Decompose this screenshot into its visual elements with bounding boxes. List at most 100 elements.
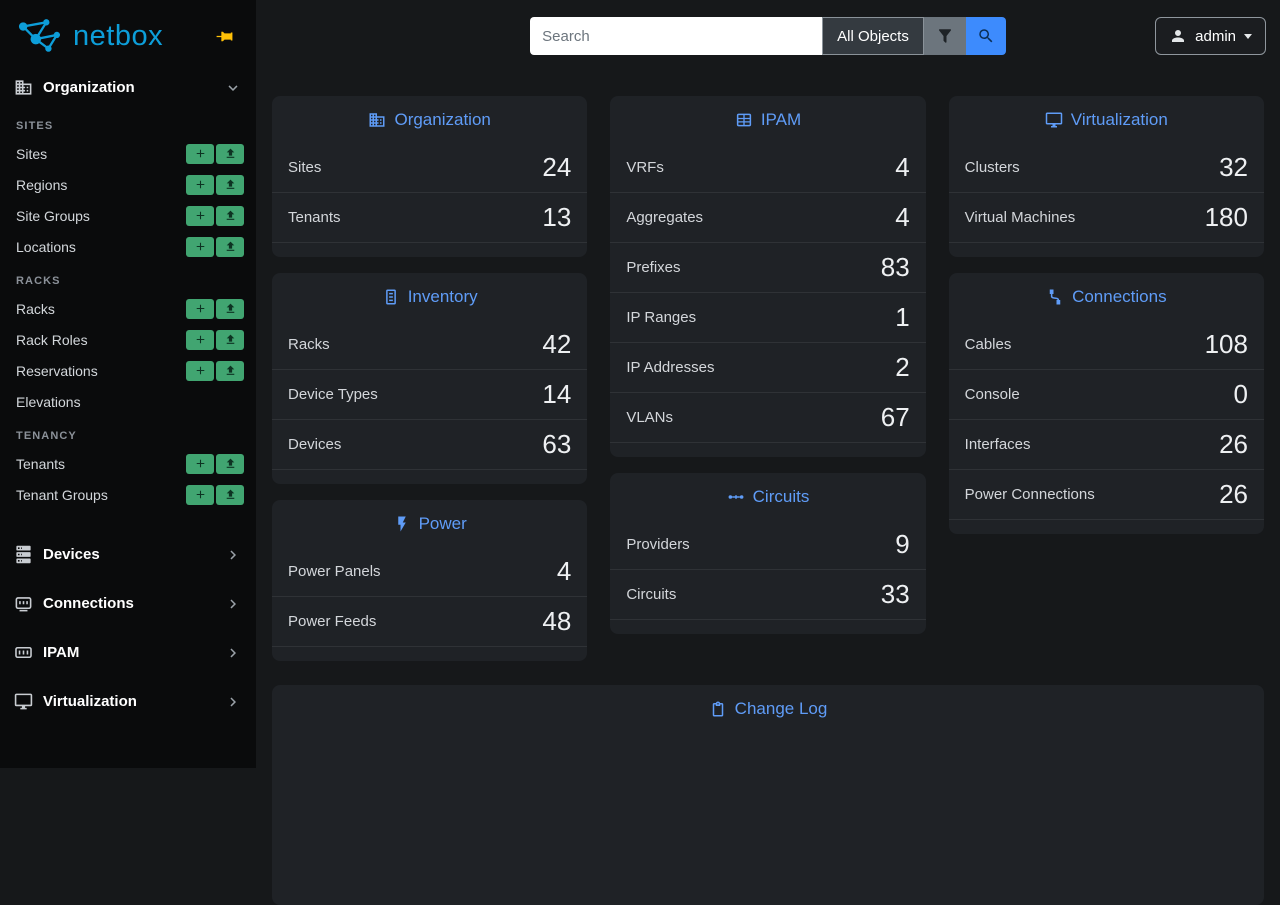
caret-down-icon: [1244, 33, 1252, 39]
brand-name: netbox: [73, 19, 164, 52]
card-virtualization-header[interactable]: Virtualization: [949, 96, 1264, 143]
card-circuits: Circuits Providers 9 Circuits 33: [610, 473, 926, 634]
virtualization-icon: [14, 692, 33, 711]
card-change-log: Change Log: [272, 685, 1264, 905]
search-button[interactable]: [965, 17, 1006, 55]
stat-row-prefixes[interactable]: Prefixes 83: [610, 243, 926, 293]
sidebar-item-devices[interactable]: Devices: [0, 530, 256, 579]
card-ipam: IPAM VRFs 4 Aggregates 4 Prefixes 83: [610, 96, 926, 457]
stat-row-vrfs[interactable]: VRFs 4: [610, 143, 926, 193]
stat-row-providers[interactable]: Providers 9: [610, 520, 926, 570]
card-title: Power: [418, 514, 467, 533]
netbox-logo-icon: [14, 16, 66, 56]
card-ipam-header[interactable]: IPAM: [610, 96, 925, 143]
tenant-groups-import-button[interactable]: [216, 484, 244, 505]
sidebar-item-tenant-groups[interactable]: Tenant Groups: [0, 479, 256, 510]
stat-row-sites[interactable]: Sites 24: [272, 143, 588, 193]
tenant-groups-add-button[interactable]: [186, 484, 214, 505]
stat-row-devices[interactable]: Devices 63: [272, 420, 588, 470]
sidebar-item-ipam[interactable]: IPAM: [0, 628, 256, 677]
card-organization-header[interactable]: Organization: [272, 96, 587, 143]
stat-row-clusters[interactable]: Clusters 32: [948, 143, 1264, 193]
card-title: Inventory: [407, 287, 478, 306]
sidebar: netbox Organization SITES Sites Regions: [0, 0, 256, 768]
sidebar-item-connections[interactable]: Connections: [0, 579, 256, 628]
rack-roles-import-button[interactable]: [216, 329, 244, 350]
sidebar-item-organization[interactable]: Organization: [0, 68, 256, 107]
card-title: Circuits: [752, 487, 810, 506]
reservations-add-button[interactable]: [186, 360, 214, 381]
sidebar-item-tenants[interactable]: Tenants: [0, 448, 256, 479]
search-input[interactable]: [530, 17, 823, 55]
upload-icon: [224, 457, 237, 470]
sidebar-item-rack-roles[interactable]: Rack Roles: [0, 324, 256, 355]
stat-row-ip-ranges[interactable]: IP Ranges 1: [610, 293, 926, 343]
plus-icon: [194, 364, 207, 377]
card-circuits-header[interactable]: Circuits: [610, 473, 925, 520]
stat-row-aggregates[interactable]: Aggregates 4: [610, 193, 926, 243]
plus-icon: [194, 333, 207, 346]
site-groups-import-button[interactable]: [216, 205, 244, 226]
organization-icon: [14, 78, 33, 97]
reservations-import-button[interactable]: [216, 360, 244, 381]
card-connections: Connections Cables 108 Console 0 Interfa…: [948, 273, 1264, 534]
sidebar-item-virtualization[interactable]: Virtualization: [0, 677, 256, 726]
tenants-add-button[interactable]: [186, 453, 214, 474]
user-menu-button[interactable]: admin: [1155, 17, 1266, 55]
netbox-logo[interactable]: netbox: [14, 16, 163, 56]
sidebar-item-reservations[interactable]: Reservations: [0, 355, 256, 386]
card-title: Change Log: [734, 699, 828, 718]
regions-import-button[interactable]: [216, 174, 244, 195]
tenants-import-button[interactable]: [216, 453, 244, 474]
sites-import-button[interactable]: [216, 143, 244, 164]
card-inventory: Inventory Racks 42 Device Types 14 Devic…: [272, 273, 588, 484]
plus-icon: [194, 209, 207, 222]
stat-row-power-connections[interactable]: Power Connections 26: [948, 470, 1264, 520]
pin-sidebar-icon[interactable]: [215, 27, 234, 46]
circuits-icon: [727, 488, 745, 506]
site-groups-add-button[interactable]: [186, 205, 214, 226]
plus-icon: [194, 240, 207, 253]
stat-row-power-feeds[interactable]: Power Feeds 48: [272, 597, 588, 647]
stat-row-device-types[interactable]: Device Types 14: [272, 370, 588, 420]
racks-import-button[interactable]: [216, 298, 244, 319]
sidebar-item-racks[interactable]: Racks: [0, 293, 256, 324]
sidebar-item-locations[interactable]: Locations: [0, 231, 256, 262]
sidebar-item-elevations[interactable]: Elevations: [16, 393, 81, 410]
card-inventory-header[interactable]: Inventory: [272, 273, 587, 320]
sites-add-button[interactable]: [186, 143, 214, 164]
stat-row-vlans[interactable]: VLANs 67: [610, 393, 926, 443]
stat-row-cables[interactable]: Cables 108: [948, 320, 1264, 370]
stat-row-virtual-machines[interactable]: Virtual Machines 180: [948, 193, 1264, 243]
stat-row-ip-addresses[interactable]: IP Addresses 2: [610, 343, 926, 393]
stat-row-power-panels[interactable]: Power Panels 4: [272, 547, 588, 597]
plus-icon: [194, 457, 207, 470]
card-power: Power Power Panels 4 Power Feeds 48: [272, 500, 588, 661]
stat-row-racks[interactable]: Racks 42: [272, 320, 588, 370]
sidebar-item-regions[interactable]: Regions: [0, 169, 256, 200]
plus-icon: [194, 147, 207, 160]
dashboard-column-1: Organization Sites 24 Tenants 13 Inv: [272, 96, 588, 661]
sidebar-item-sites[interactable]: Sites: [0, 138, 256, 169]
stat-row-circuits[interactable]: Circuits 33: [610, 570, 926, 620]
rack-roles-add-button[interactable]: [186, 329, 214, 350]
stat-row-console[interactable]: Console 0: [948, 370, 1264, 420]
card-change-log-header[interactable]: Change Log: [272, 685, 1264, 732]
search-scope-button[interactable]: All Objects: [822, 17, 924, 55]
locations-add-button[interactable]: [186, 236, 214, 257]
card-power-header[interactable]: Power: [272, 500, 587, 547]
locations-import-button[interactable]: [216, 236, 244, 257]
sidebar-nav-groups: Devices Connections IPAM Virtualization: [0, 530, 256, 726]
sidebar-item-site-groups[interactable]: Site Groups: [0, 200, 256, 231]
chevron-right-icon: [224, 693, 242, 711]
plus-icon: [194, 178, 207, 191]
racks-add-button[interactable]: [186, 298, 214, 319]
card-connections-header[interactable]: Connections: [949, 273, 1264, 320]
stat-row-interfaces[interactable]: Interfaces 26: [948, 420, 1264, 470]
section-title-sites: SITES: [16, 120, 54, 132]
regions-add-button[interactable]: [186, 174, 214, 195]
stat-row-tenants[interactable]: Tenants 13: [272, 193, 588, 243]
search-bar: All Objects: [530, 17, 1006, 55]
filter-button[interactable]: [923, 17, 966, 55]
dashboard-column-3: Virtualization Clusters 32 Virtual Machi…: [948, 96, 1264, 534]
